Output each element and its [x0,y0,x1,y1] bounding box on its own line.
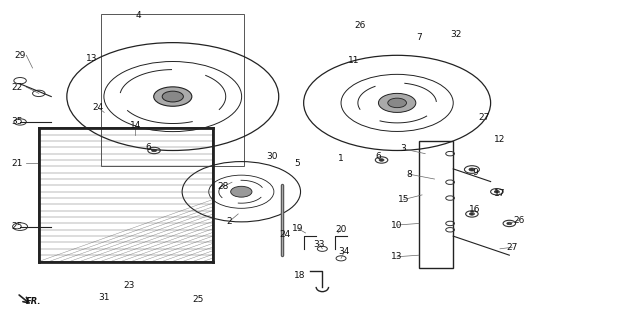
Text: 16: 16 [470,205,481,214]
Bar [101,14,244,166]
Text: FR.: FR. [26,297,42,306]
Circle shape [507,222,512,225]
Text: 5: 5 [295,159,300,168]
Text: 35: 35 [11,117,23,126]
Text: 18: 18 [294,271,305,280]
Text: 26: 26 [354,21,366,30]
Text: 8: 8 [407,170,413,179]
Text: 3: 3 [401,144,406,153]
Text: 15: 15 [398,195,409,204]
Circle shape [387,98,406,108]
Circle shape [154,87,192,106]
Text: 26: 26 [513,216,525,225]
Text: 9: 9 [472,168,478,177]
Text: 1: 1 [338,154,344,163]
Text: 7: 7 [416,33,422,42]
Text: 13: 13 [86,54,98,63]
Bar [419,141,453,268]
Text: 25: 25 [11,222,23,231]
Text: 25: 25 [192,295,203,304]
Text: 27: 27 [479,113,490,122]
Text: 12: 12 [495,135,506,144]
Text: 33: 33 [314,240,325,249]
Text: 14: 14 [130,121,141,130]
Circle shape [470,213,475,215]
Circle shape [495,190,500,193]
Text: 29: 29 [14,51,26,60]
Text: 22: 22 [11,83,23,92]
Text: 6: 6 [376,152,381,161]
Text: 4: 4 [136,11,141,20]
Text: 24: 24 [279,230,290,239]
Text: 28: 28 [217,182,228,191]
Bar [39,128,213,261]
Text: 27: 27 [506,243,518,252]
Text: 2: 2 [226,217,232,226]
Text: 17: 17 [494,189,506,198]
Text: 24: 24 [93,103,104,112]
Text: 10: 10 [391,220,403,229]
Text: 31: 31 [98,293,110,302]
Circle shape [379,93,416,112]
Text: 13: 13 [391,252,403,261]
Circle shape [379,159,384,161]
Circle shape [162,91,183,102]
Text: 20: 20 [336,225,347,234]
Circle shape [469,168,475,171]
Text: 34: 34 [339,247,350,257]
Text: 32: 32 [451,30,462,39]
Text: 11: 11 [348,56,359,65]
Text: 23: 23 [123,281,135,290]
Text: 21: 21 [11,159,23,168]
Text: 6: 6 [145,143,151,152]
Circle shape [230,186,252,197]
Text: 30: 30 [267,152,278,161]
Circle shape [151,149,156,152]
Text: 19: 19 [292,224,303,233]
